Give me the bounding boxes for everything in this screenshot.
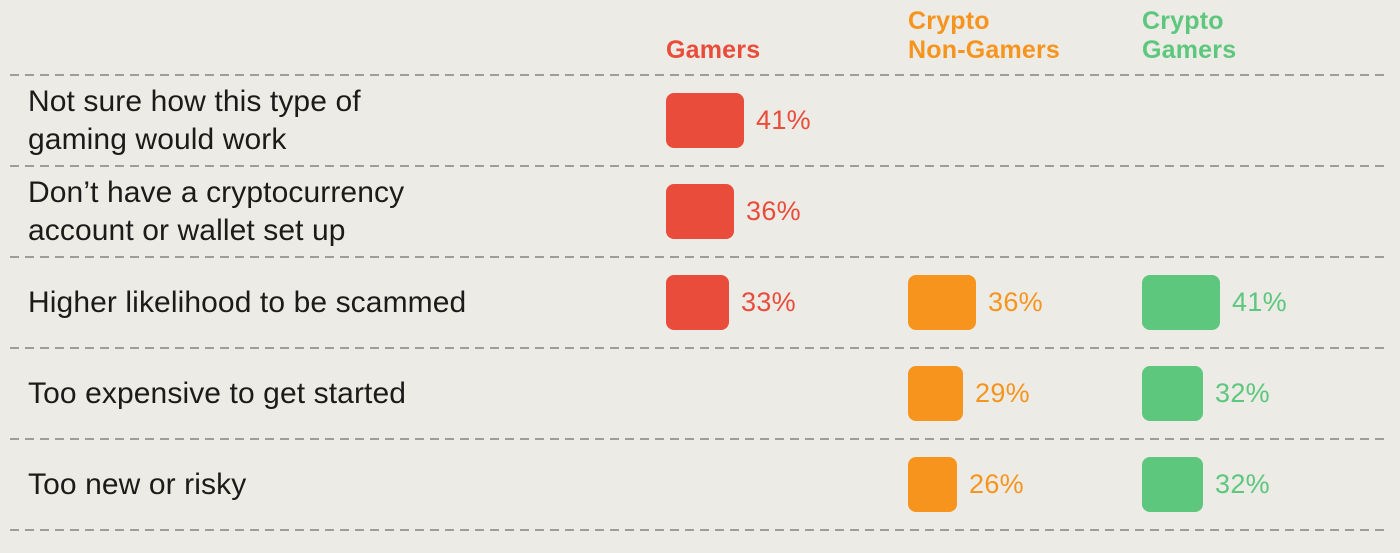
value-label: 36% [746, 196, 801, 226]
value-label: 26% [969, 469, 1024, 499]
value-label: 32% [1215, 469, 1270, 499]
table-row: Don’t have a cryptocurrency account or w… [0, 167, 1400, 256]
bar-crypto-gamers [1142, 366, 1203, 421]
table-row: Too new or risky 26% 32% [0, 440, 1400, 529]
row-divider [10, 438, 1390, 440]
row-label: Not sure how this type of gaming would w… [28, 84, 361, 156]
row-divider [10, 347, 1390, 349]
bar-crypto-non-gamers [908, 275, 976, 330]
cell-crypto-non-gamers: 26% [908, 440, 1142, 529]
cell-gamers: 33% [666, 258, 908, 347]
row-label: Too new or risky [28, 467, 247, 501]
bar-gamers [666, 275, 729, 330]
cell-crypto-gamers: 32% [1142, 349, 1400, 438]
cell-crypto-non-gamers-empty [908, 167, 1142, 256]
legend-crypto-gamers: Crypto Gamers [1142, 7, 1237, 64]
bar-crypto-non-gamers [908, 366, 963, 421]
legend-crypto-non-gamers: Crypto Non-Gamers [908, 7, 1061, 64]
value-label: 41% [1232, 287, 1287, 317]
cell-crypto-non-gamers: 36% [908, 258, 1142, 347]
row-label: Don’t have a cryptocurrency account or w… [28, 175, 405, 247]
row-divider [10, 165, 1390, 167]
table-row: Too expensive to get started 29% 32% [0, 349, 1400, 438]
cell-gamers-empty [666, 440, 908, 529]
cell-crypto-gamers-empty [1142, 76, 1400, 165]
row-divider [10, 74, 1390, 76]
row-label: Higher likelihood to be scammed [28, 285, 467, 319]
table-row: Not sure how this type of gaming would w… [0, 76, 1400, 165]
value-label: 33% [741, 287, 796, 317]
cell-gamers: 36% [666, 167, 908, 256]
cell-gamers: 41% [666, 76, 908, 165]
value-label: 41% [756, 105, 811, 135]
cell-crypto-gamers-empty [1142, 167, 1400, 256]
bar-crypto-gamers [1142, 457, 1203, 512]
row-divider [10, 256, 1390, 258]
legend-gamers: Gamers [666, 36, 761, 64]
legend-row: Gamers Crypto Non-Gamers Crypto Gamers [0, 0, 1400, 74]
bar-gamers [666, 93, 744, 148]
bar-crypto-gamers [1142, 275, 1220, 330]
row-label: Too expensive to get started [28, 376, 407, 410]
row-divider [10, 529, 1390, 531]
table-row: Higher likelihood to be scammed 33% 36% … [0, 258, 1400, 347]
value-label: 29% [975, 378, 1030, 408]
cell-crypto-non-gamers-empty [908, 76, 1142, 165]
cell-gamers-empty [666, 349, 908, 438]
bar-gamers [666, 184, 734, 239]
cell-crypto-gamers: 41% [1142, 258, 1400, 347]
cell-crypto-non-gamers: 29% [908, 349, 1142, 438]
value-label: 36% [988, 287, 1043, 317]
bar-crypto-non-gamers [908, 457, 957, 512]
value-label: 32% [1215, 378, 1270, 408]
cell-crypto-gamers: 32% [1142, 440, 1400, 529]
